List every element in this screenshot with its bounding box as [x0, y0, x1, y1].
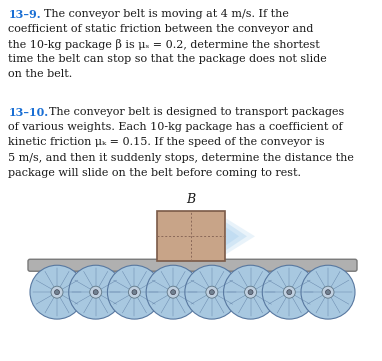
FancyBboxPatch shape: [28, 259, 357, 271]
Text: The conveyor belt is moving at 4 m/s. If the: The conveyor belt is moving at 4 m/s. If…: [44, 9, 289, 19]
Text: The conveyor belt is designed to transport packages: The conveyor belt is designed to transpo…: [49, 107, 344, 117]
Circle shape: [223, 265, 278, 319]
Circle shape: [248, 290, 253, 295]
Bar: [157, 212, 225, 261]
Circle shape: [262, 265, 316, 319]
Polygon shape: [226, 227, 239, 245]
Circle shape: [206, 286, 218, 298]
Circle shape: [107, 265, 162, 319]
Circle shape: [51, 286, 63, 298]
Circle shape: [132, 290, 137, 295]
Circle shape: [93, 290, 98, 295]
Circle shape: [171, 290, 176, 295]
Text: coefficient of static friction between the conveyor and: coefficient of static friction between t…: [8, 24, 314, 34]
Text: 13–9.: 13–9.: [8, 9, 41, 20]
Circle shape: [167, 286, 179, 298]
Text: the 10-kg package β is μₛ = 0.2, determine the shortest: the 10-kg package β is μₛ = 0.2, determi…: [8, 39, 320, 50]
Text: on the belt.: on the belt.: [8, 69, 73, 79]
Text: 5 m/s, and then it suddenly stops, determine the distance the: 5 m/s, and then it suddenly stops, deter…: [8, 153, 354, 162]
Text: of various weights. Each 10-kg package has a coefficient of: of various weights. Each 10-kg package h…: [8, 122, 343, 132]
Circle shape: [30, 265, 84, 319]
Circle shape: [209, 290, 214, 295]
Polygon shape: [226, 222, 247, 250]
Text: B: B: [186, 193, 196, 206]
Circle shape: [185, 265, 239, 319]
Circle shape: [69, 265, 123, 319]
Text: kinetic friction μₖ = 0.15. If the speed of the conveyor is: kinetic friction μₖ = 0.15. If the speed…: [8, 138, 325, 147]
Circle shape: [301, 265, 355, 319]
Circle shape: [244, 286, 257, 298]
Circle shape: [325, 290, 330, 295]
Polygon shape: [226, 218, 255, 254]
Text: time the belt can stop so that the package does not slide: time the belt can stop so that the packa…: [8, 55, 327, 64]
Circle shape: [128, 286, 141, 298]
Circle shape: [146, 265, 200, 319]
Circle shape: [90, 286, 102, 298]
Text: package will slide on the belt before coming to rest.: package will slide on the belt before co…: [8, 168, 301, 178]
Circle shape: [287, 290, 292, 295]
Circle shape: [322, 286, 334, 298]
Circle shape: [55, 290, 60, 295]
Circle shape: [283, 286, 295, 298]
Text: 13–10.: 13–10.: [8, 107, 49, 118]
